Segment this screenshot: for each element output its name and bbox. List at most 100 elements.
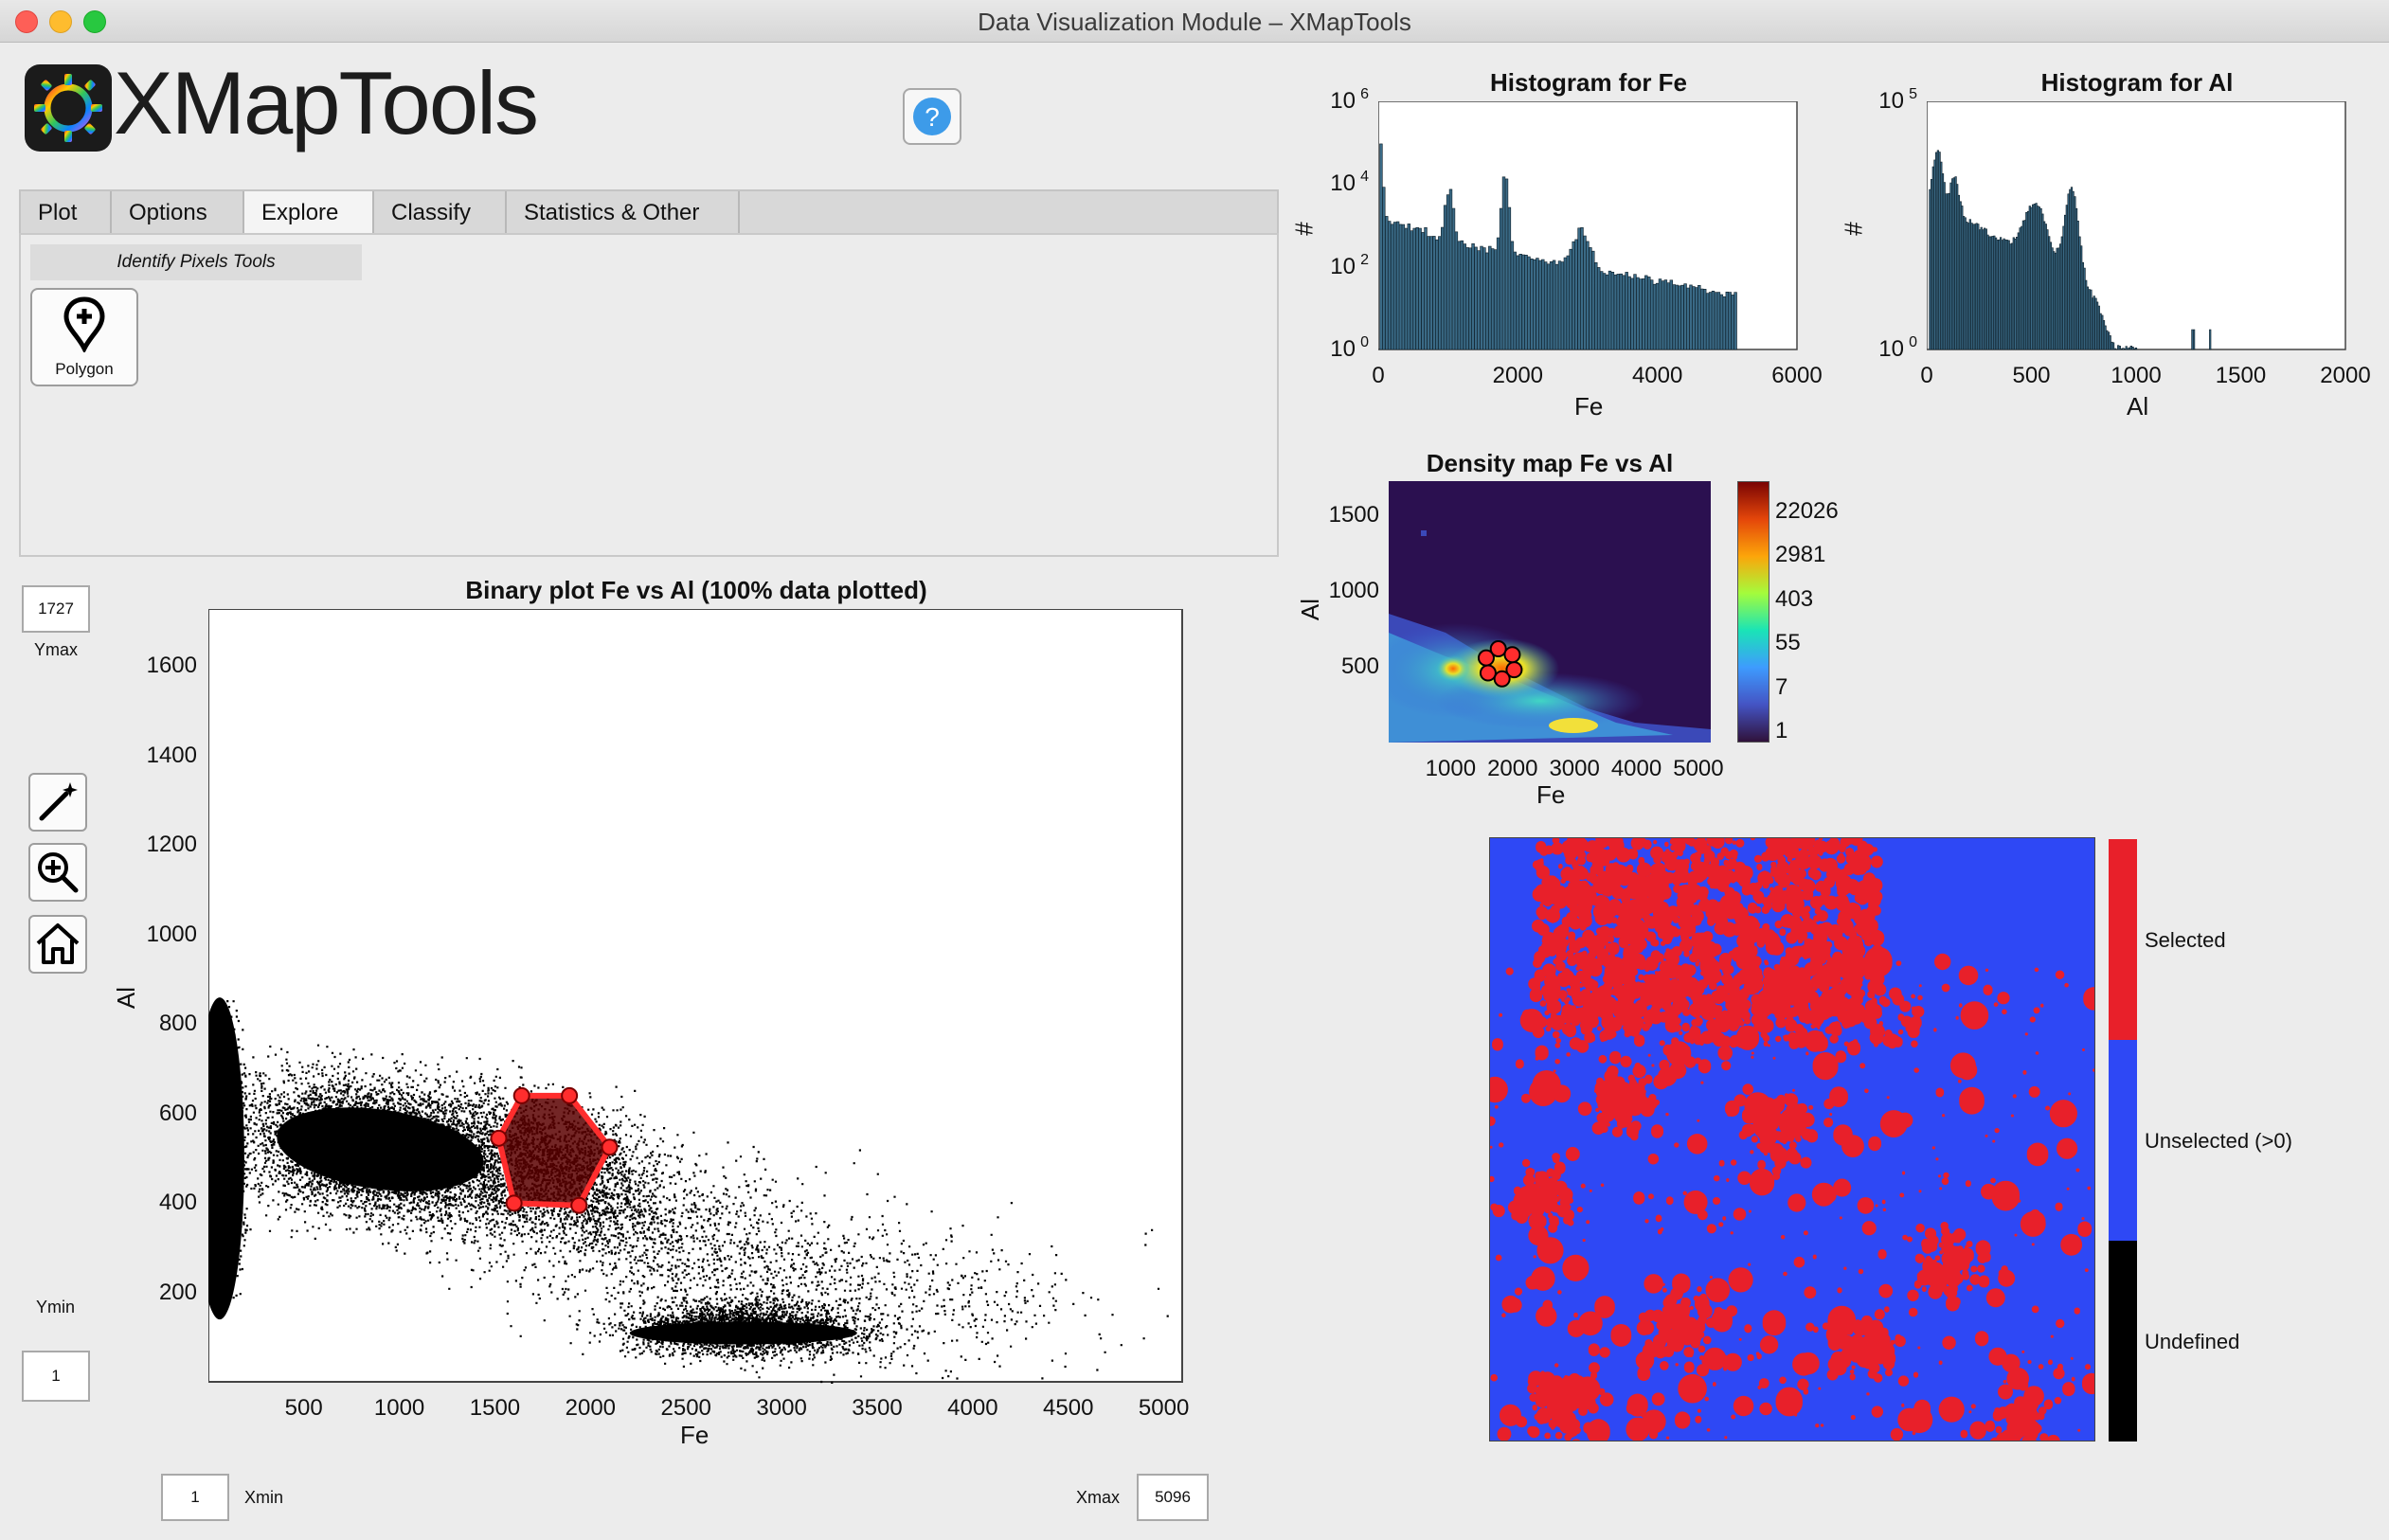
app-logo-icon <box>25 64 112 152</box>
y-tick-exponent: 4 <box>1360 169 1369 186</box>
x-tick-label: 3000 <box>756 1395 807 1421</box>
binary-plot[interactable] <box>208 609 1184 1384</box>
xmax-input[interactable]: 5096 <box>1137 1474 1209 1521</box>
polygon-vertex[interactable] <box>505 1194 523 1212</box>
zoom-in-button[interactable] <box>28 843 87 902</box>
density-selection-markers[interactable] <box>1477 640 1523 688</box>
x-tick-label: 2000 <box>2320 363 2371 388</box>
fe-histogram[interactable] <box>1378 101 1799 351</box>
density-map-title: Density map Fe vs Al <box>1426 449 1674 477</box>
magic-wand-button[interactable] <box>28 773 87 832</box>
close-window-button[interactable] <box>15 10 38 33</box>
y-tick-exponent: 0 <box>1360 334 1369 350</box>
x-tick-label: 4000 <box>1610 756 1662 781</box>
ymin-label: Ymin <box>36 1298 76 1316</box>
x-tick-label: 2000 <box>1492 363 1544 388</box>
density-polygon-vertex[interactable] <box>1489 640 1507 658</box>
identify-pixels-group-title: Identify Pixels Tools <box>30 244 362 280</box>
x-tick-label: 2000 <box>1487 756 1538 781</box>
density-map-xlabel: Fe <box>1536 780 1566 809</box>
help-icon: ? <box>913 98 951 135</box>
y-tick-label: 10 5 <box>1878 86 1917 114</box>
legend-undefined: Undefined <box>2145 1330 2240 1353</box>
selected-pixels <box>1489 837 2095 1442</box>
al-histogram[interactable] <box>1927 101 2347 351</box>
tab-classify[interactable]: Classify <box>374 191 507 235</box>
tab-explore[interactable]: Explore <box>244 191 374 235</box>
y-tick-label: 10 0 <box>1330 334 1369 362</box>
x-tick-label: 500 <box>2012 363 2051 388</box>
xmin-label: Xmin <box>244 1488 284 1507</box>
density-polygon-vertex[interactable] <box>1503 646 1521 664</box>
density-polygon-vertex[interactable] <box>1479 664 1497 682</box>
y-tick-exponent: 6 <box>1360 86 1369 102</box>
colorbar-tick-label: 2981 <box>1775 542 1826 568</box>
ymin-input[interactable]: 1 <box>22 1351 90 1402</box>
home-button[interactable] <box>28 915 87 974</box>
density-polygon-vertex[interactable] <box>1477 649 1495 667</box>
density-map[interactable] <box>1389 481 1711 743</box>
polygon-button[interactable]: Polygon <box>30 288 138 386</box>
legend-swatch-undefined <box>2109 1241 2137 1442</box>
x-tick-label: 3000 <box>1549 756 1600 781</box>
xmin-input[interactable]: 1 <box>161 1474 229 1521</box>
y-tick-label: 1400 <box>146 742 197 768</box>
x-tick-label: 6000 <box>1771 363 1823 388</box>
help-button[interactable]: ? <box>903 88 961 145</box>
x-tick-label: 4000 <box>947 1395 998 1421</box>
y-tick-label: 400 <box>158 1190 197 1216</box>
polygon-vertex[interactable] <box>570 1196 588 1214</box>
y-tick-label: 10 4 <box>1330 169 1369 197</box>
xmax-label: Xmax <box>1076 1488 1121 1507</box>
zoom-in-icon <box>38 852 79 893</box>
histogram-bars <box>1379 143 1737 350</box>
polygon-vertex[interactable] <box>512 1086 530 1104</box>
tab-panel-explore <box>19 233 1279 557</box>
histogram-bars <box>1929 150 2212 350</box>
y-tick-label: 10 0 <box>1878 334 1917 362</box>
window-title-bar: Data Visualization Module – XMapTools <box>0 0 2389 43</box>
ymax-input[interactable]: 1727 <box>22 585 90 633</box>
y-tick-label: 1000 <box>1328 578 1379 604</box>
x-tick-label: 2500 <box>660 1395 711 1421</box>
x-tick-label: 500 <box>284 1395 323 1421</box>
colorbar-tick-label: 55 <box>1775 630 1801 656</box>
al-histogram-title: Histogram for Al <box>2040 68 2234 97</box>
y-tick-exponent: 0 <box>1909 334 1917 350</box>
svg-text:?: ? <box>925 102 940 132</box>
polygon-vertex[interactable] <box>601 1138 619 1156</box>
legend-unselected: Unselected (>0) <box>2145 1129 2292 1153</box>
y-tick-exponent: 2 <box>1360 251 1369 268</box>
minimize-window-button[interactable] <box>49 10 72 33</box>
x-tick-label: 0 <box>1372 363 1385 388</box>
app-name: XMapTools <box>114 53 539 152</box>
maximize-window-button[interactable] <box>83 10 106 33</box>
polygon-vertex[interactable] <box>490 1129 508 1147</box>
x-tick-label: 4000 <box>1631 363 1683 388</box>
selection-map[interactable] <box>1489 837 2095 1442</box>
x-tick-label: 3500 <box>852 1395 903 1421</box>
y-tick-label: 200 <box>158 1279 197 1305</box>
tab-bar: Plot Options Explore Classify Statistics… <box>19 189 1279 235</box>
al-histogram-xlabel: Al <box>2127 392 2149 421</box>
tab-plot[interactable]: Plot <box>21 191 112 235</box>
magic-wand-icon <box>39 782 78 821</box>
binary-plot-ylabel: Al <box>112 986 141 1010</box>
polygon-vertex[interactable] <box>561 1086 579 1104</box>
density-polygon-vertex[interactable] <box>1493 670 1511 688</box>
colorbar-tick-label: 1 <box>1775 718 1788 743</box>
x-tick-label: 5000 <box>1673 756 1724 781</box>
x-tick-label: 4500 <box>1043 1395 1094 1421</box>
tab-options[interactable]: Options <box>112 191 244 235</box>
fe-histogram-title: Histogram for Fe <box>1489 68 1688 97</box>
x-tick-label: 1500 <box>2215 363 2267 388</box>
tab-statistics[interactable]: Statistics & Other <box>507 191 740 235</box>
y-tick-label: 10 6 <box>1330 86 1369 114</box>
window-title: Data Visualization Module – XMapTools <box>978 8 1411 36</box>
binary-plot-title: Binary plot Fe vs Al (100% data plotted) <box>465 576 927 604</box>
ymax-label: Ymax <box>34 640 79 659</box>
legend-selected: Selected <box>2145 928 2226 952</box>
al-histogram-ylabel: # <box>1839 222 1868 236</box>
x-tick-label: 1000 <box>1425 756 1477 781</box>
fe-histogram-xlabel: Fe <box>1574 392 1604 421</box>
